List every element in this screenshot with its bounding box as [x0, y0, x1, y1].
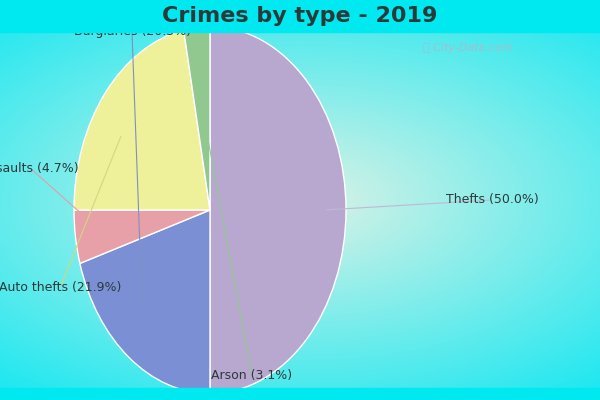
Text: Thefts (50.0%): Thefts (50.0%): [446, 194, 538, 206]
Text: ⓘ City-Data.com: ⓘ City-Data.com: [423, 43, 513, 53]
Text: Assaults (4.7%): Assaults (4.7%): [0, 162, 79, 174]
Text: Burglaries (20.3%): Burglaries (20.3%): [74, 26, 191, 38]
Text: Crimes by type - 2019: Crimes by type - 2019: [163, 6, 437, 26]
Wedge shape: [74, 30, 210, 210]
Text: Auto thefts (21.9%): Auto thefts (21.9%): [0, 282, 121, 294]
Wedge shape: [80, 210, 210, 394]
Wedge shape: [184, 26, 210, 210]
Text: Arson (3.1%): Arson (3.1%): [211, 370, 293, 382]
Wedge shape: [74, 210, 210, 264]
Wedge shape: [210, 26, 346, 394]
